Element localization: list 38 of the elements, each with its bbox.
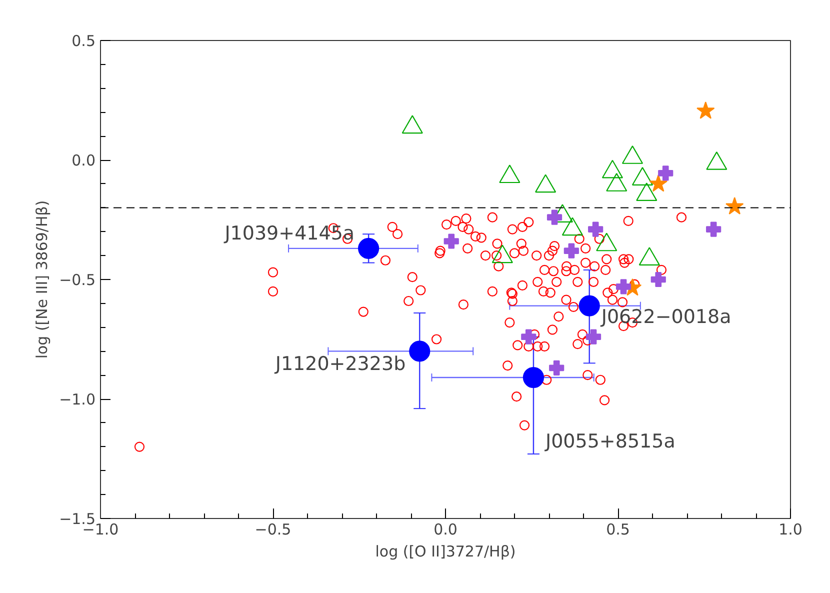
point	[636, 182, 658, 201]
x-tick-label: 1.0	[778, 520, 802, 538]
point	[358, 238, 380, 259]
point	[521, 329, 536, 344]
point	[650, 272, 666, 288]
point	[726, 197, 744, 214]
point	[564, 243, 579, 258]
point	[409, 340, 430, 362]
point	[522, 366, 544, 388]
point	[632, 167, 654, 186]
point	[562, 217, 584, 236]
point	[606, 173, 628, 192]
x-tick-label: −0.5	[254, 520, 292, 538]
point	[492, 244, 513, 264]
y-tick-label: −0.5	[59, 271, 96, 289]
annotation: J1039+4145a	[224, 222, 355, 244]
point	[596, 232, 618, 252]
annotation: J1120+2323b	[274, 353, 406, 376]
y-tick-label: 0.0	[72, 152, 96, 170]
point	[638, 247, 660, 266]
x-axis-title: log ([O II]3727/Hβ)	[375, 542, 516, 560]
y-tick-label: 0.5	[72, 32, 96, 50]
point	[602, 160, 624, 178]
point	[616, 279, 632, 294]
point	[578, 295, 600, 316]
annotation: J0055+8515a	[544, 430, 676, 452]
x-tick-label: 0.5	[606, 520, 630, 538]
point	[586, 329, 602, 344]
point	[706, 151, 728, 170]
point	[535, 174, 556, 193]
y-axis-title: log ([Ne III] 3869/Hβ)	[33, 200, 52, 359]
point	[622, 146, 644, 164]
y-tick-label: −1.0	[59, 390, 96, 408]
x-tick-label: 0.0	[434, 520, 458, 538]
point	[549, 360, 564, 376]
annotation: J0622−0018a	[600, 306, 732, 328]
point	[402, 115, 423, 134]
point	[499, 164, 520, 184]
